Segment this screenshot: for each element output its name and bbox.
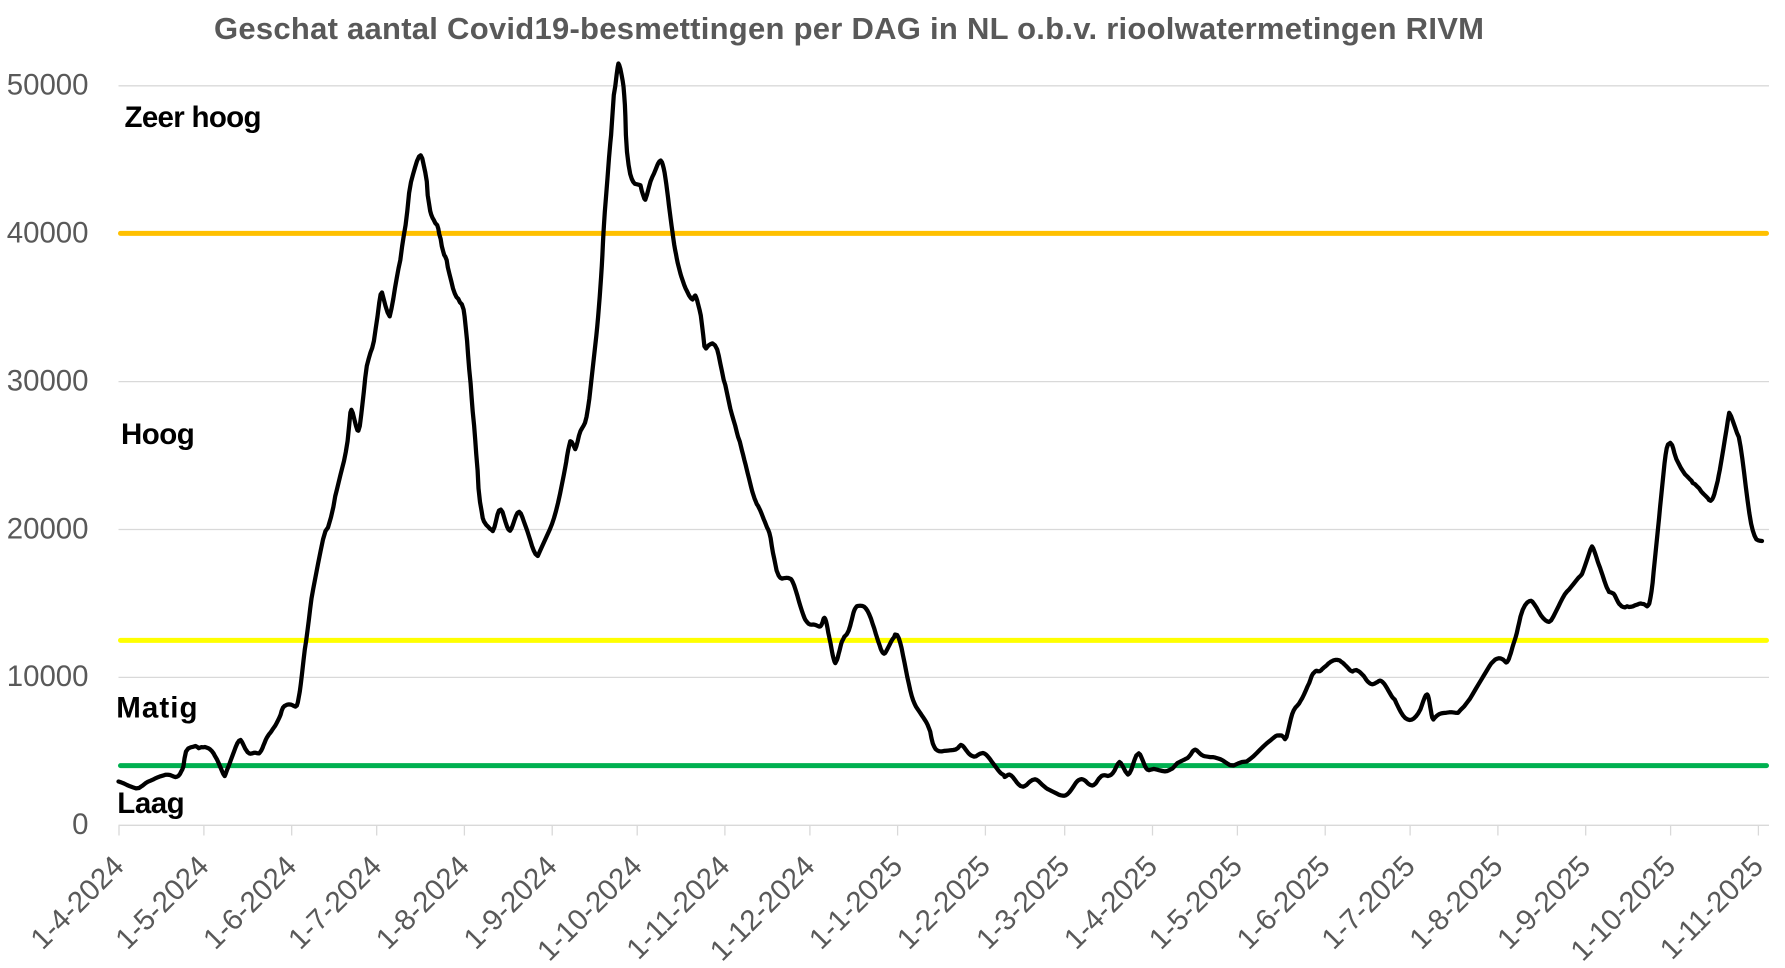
svg-text:20000: 20000: [7, 512, 89, 545]
svg-text:30000: 30000: [7, 364, 89, 397]
svg-text:0: 0: [72, 808, 88, 841]
svg-text:Matig: Matig: [116, 692, 198, 725]
svg-text:40000: 40000: [7, 217, 89, 250]
svg-text:Geschat aantal Covid19-besmett: Geschat aantal Covid19-besmettingen per …: [214, 11, 1484, 46]
svg-text:Hoog: Hoog: [121, 418, 194, 451]
svg-text:10000: 10000: [7, 660, 89, 693]
svg-text:50000: 50000: [7, 69, 89, 102]
svg-text:Zeer hoog: Zeer hoog: [125, 101, 261, 134]
svg-text:Laag: Laag: [117, 787, 184, 820]
